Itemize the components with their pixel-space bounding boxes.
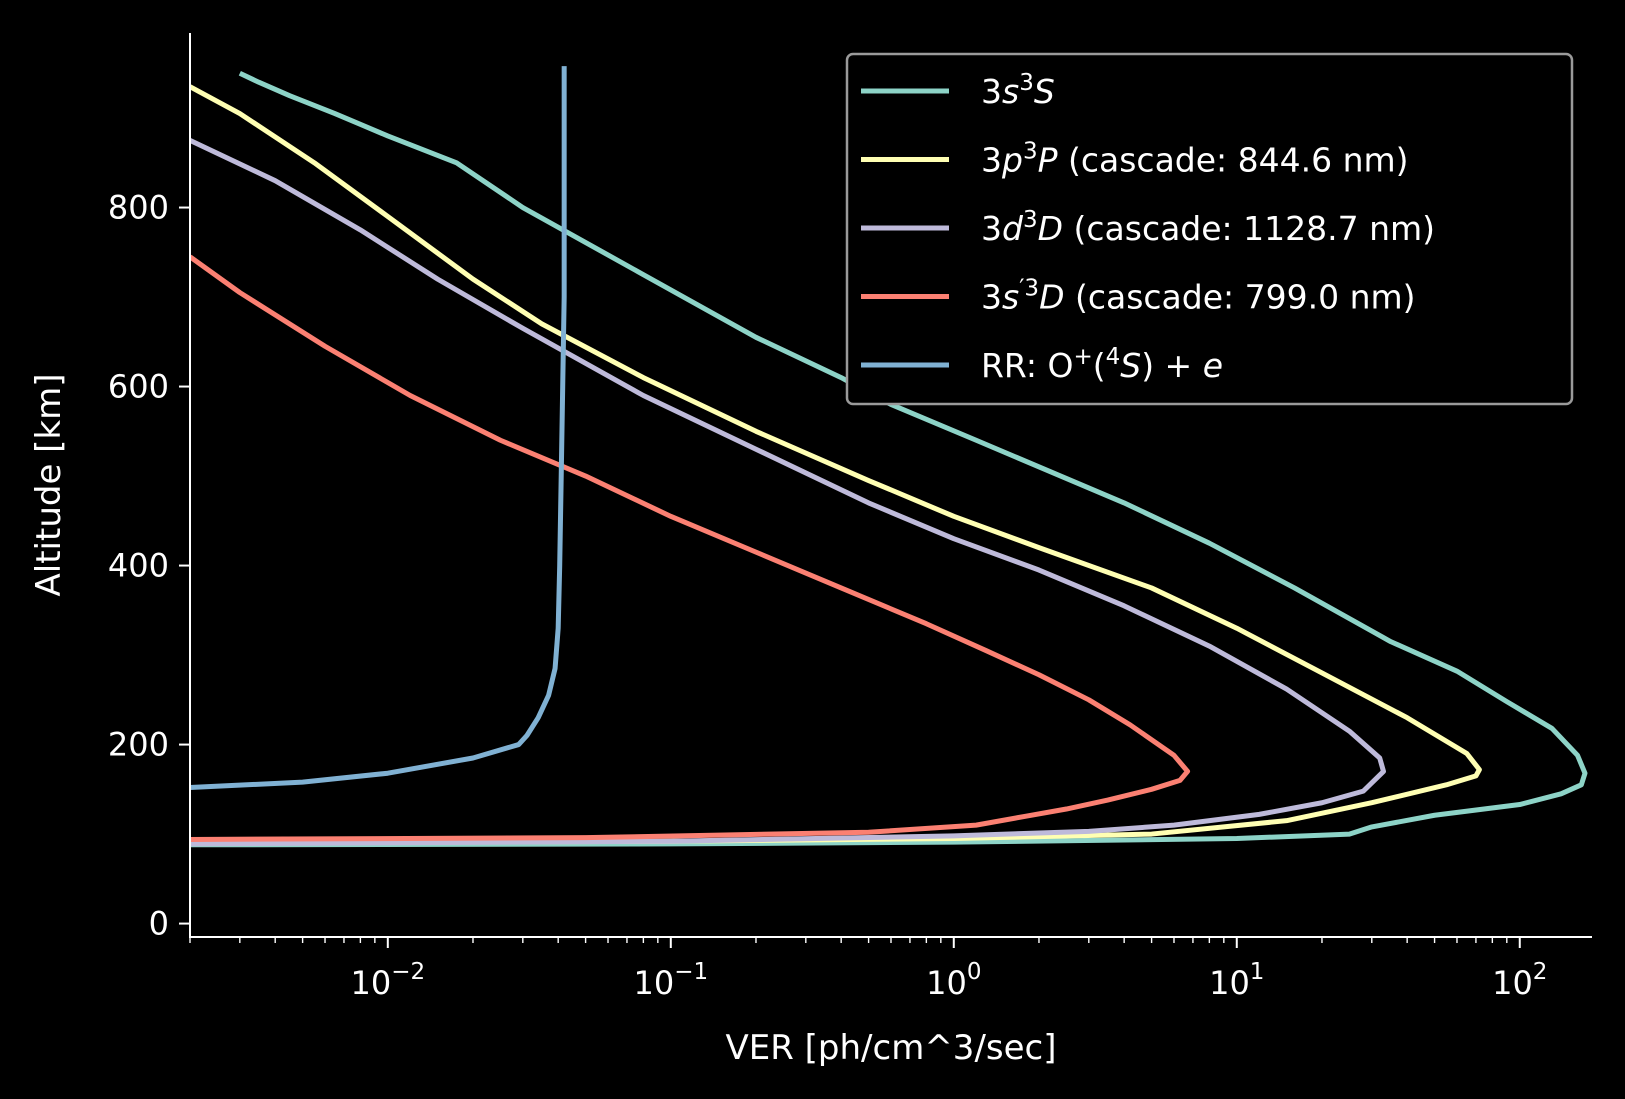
x-tick-label: 10−1 bbox=[633, 959, 708, 1002]
legend-label-part: 3 bbox=[981, 141, 1002, 180]
x-tick-label: 10−2 bbox=[350, 959, 425, 1002]
legend-label-part: S bbox=[1120, 346, 1141, 385]
legend-label-part: 3 bbox=[981, 72, 1002, 111]
legend-label-part: D bbox=[1038, 209, 1063, 248]
y-axis-ticks: 0 200 400 600 800 bbox=[108, 189, 190, 943]
series-line bbox=[190, 254, 1191, 842]
legend-frame bbox=[845, 52, 1574, 406]
legend-label: 3d3D (cascade: 1128.7 nm) bbox=[981, 207, 1435, 248]
legend-label-part: 3 bbox=[981, 209, 1002, 248]
legend-label-part: 4 bbox=[1106, 344, 1121, 370]
x-tick-exponent: 1 bbox=[1250, 959, 1265, 985]
legend-label: 3s′3D (cascade: 799.0 nm) bbox=[981, 276, 1416, 317]
x-tick-label: 101 bbox=[1209, 959, 1264, 1002]
x-tick-label: 100 bbox=[926, 959, 981, 1002]
series-line bbox=[190, 84, 1482, 846]
legend-label-part: 3 bbox=[1019, 70, 1034, 96]
y-tick-label: 800 bbox=[108, 189, 169, 227]
x-axis-ticks: 10−2 10−1 100 101 102 bbox=[189, 937, 1547, 1002]
legend-label-part: 3 bbox=[981, 278, 1002, 317]
legend-item: 3s′3D (cascade: 799.0 nm) bbox=[861, 276, 1416, 317]
x-tick-base: 10 bbox=[1492, 964, 1533, 1002]
x-tick-exponent: −1 bbox=[674, 959, 708, 985]
legend-label-part: + bbox=[1073, 344, 1092, 370]
legend-item: 3s3S bbox=[861, 70, 1055, 111]
legend-label-part: s bbox=[1002, 72, 1019, 111]
legend-label-part: e bbox=[1203, 346, 1223, 385]
legend-label-part: (cascade: 844.6 nm) bbox=[1058, 141, 1409, 180]
legend-label-part: ( bbox=[1093, 346, 1106, 385]
legend-label-part: S bbox=[1034, 72, 1055, 111]
series-line bbox=[190, 71, 1588, 848]
legend-label-part: (cascade: 1128.7 nm) bbox=[1063, 209, 1435, 248]
legend-label: 3s3S bbox=[981, 70, 1055, 111]
legend-item: 3d3D (cascade: 1128.7 nm) bbox=[861, 207, 1435, 248]
legend-label-part: D bbox=[1039, 278, 1064, 317]
x-tick-label: 102 bbox=[1492, 959, 1547, 1002]
y-axis-title: Altitude [km] bbox=[29, 373, 69, 596]
legend-label-part: d bbox=[1002, 209, 1024, 248]
x-tick-base: 10 bbox=[350, 964, 391, 1002]
x-tick-base: 10 bbox=[926, 964, 967, 1002]
y-tick-label: 0 bbox=[149, 905, 169, 943]
legend-label-part: (cascade: 799.0 nm) bbox=[1064, 278, 1415, 317]
plot-area bbox=[190, 66, 1588, 848]
legend-label-part: ′3 bbox=[1019, 276, 1039, 302]
y-tick-label: 200 bbox=[108, 726, 169, 764]
series-line bbox=[190, 66, 567, 791]
x-tick-exponent: 0 bbox=[967, 959, 982, 985]
y-tick-label: 600 bbox=[108, 368, 169, 406]
legend-label-part: p bbox=[1001, 141, 1023, 180]
legend-label-part: P bbox=[1038, 141, 1058, 180]
legend-label-part: RR: O bbox=[981, 346, 1073, 385]
y-tick-label: 400 bbox=[108, 547, 169, 585]
legend-item: RR: O+(4S) + e bbox=[861, 344, 1223, 385]
series-line bbox=[190, 138, 1386, 847]
legend-label-part: 3 bbox=[1023, 207, 1038, 233]
legend-label-part: ) + bbox=[1141, 346, 1203, 385]
x-axis-title: VER [ph/cm^3/sec] bbox=[725, 1028, 1056, 1068]
legend-label: RR: O+(4S) + e bbox=[981, 344, 1223, 385]
x-tick-base: 10 bbox=[1209, 964, 1250, 1002]
x-tick-exponent: −2 bbox=[391, 959, 425, 985]
legend-item: 3p3P (cascade: 844.6 nm) bbox=[861, 139, 1409, 180]
legend-label-part: s bbox=[1002, 278, 1019, 317]
x-tick-exponent: 2 bbox=[1533, 959, 1548, 985]
legend-label: 3p3P (cascade: 844.6 nm) bbox=[981, 139, 1409, 180]
x-tick-base: 10 bbox=[633, 964, 674, 1002]
legend-label-part: 3 bbox=[1023, 139, 1038, 165]
series-layer bbox=[190, 66, 1588, 848]
